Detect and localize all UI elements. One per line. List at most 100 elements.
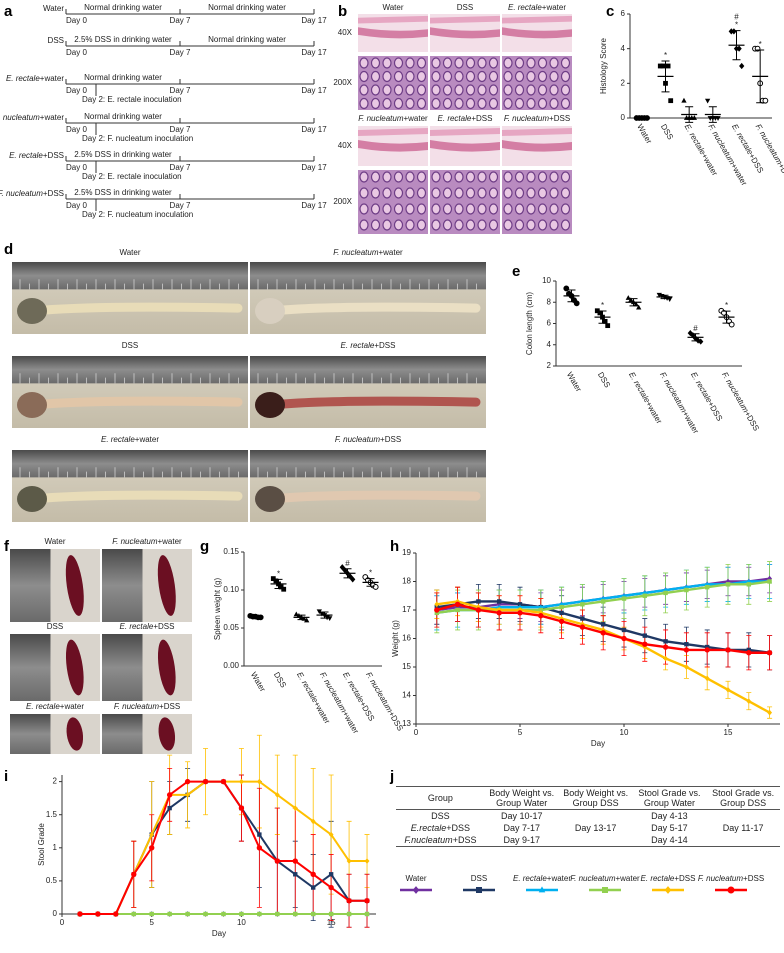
gland [526,203,536,215]
marker [257,911,262,917]
sd-bar [661,60,670,93]
table-cell: Day 10-17 [500,811,543,821]
marker [705,585,710,590]
gland [359,70,369,83]
sd-bar [251,615,260,618]
marker [203,911,208,917]
photo-ruler [102,634,143,701]
gland [393,203,404,215]
gland [416,84,427,96]
colon-tube [29,396,243,410]
gland [514,219,525,231]
histology-group: E. rectale+DSS [438,114,493,123]
sd-bar [629,298,638,307]
day-label: Day 0 [66,16,87,25]
marker [602,318,608,324]
gland [370,203,381,215]
x-tick-label: Water [565,371,583,394]
marker [667,297,673,302]
gland [454,171,464,183]
y-tick-label: 18 [402,577,411,586]
y-tick-label: 0.05 [223,623,239,632]
gland [405,57,415,69]
x-tick-label: DSS [272,671,288,690]
gland [465,171,476,183]
marker [662,644,669,650]
gland [442,203,453,215]
photo-caption: E. rectale+water [26,702,84,711]
cecum [17,485,47,512]
panel-label: h [390,538,399,555]
table-cell [706,810,780,823]
marker [767,709,773,716]
gland [454,70,464,83]
gland [382,187,392,199]
marker [149,911,154,917]
day-label: Day 17 [301,16,327,25]
marker [663,590,668,596]
y-tick-label: 8 [547,297,552,306]
table-header: Group Body Weight vs. Group Water Body Wei… [396,786,780,810]
gland [503,203,513,215]
photo-ruler [250,450,486,478]
cecum [255,297,285,324]
gland [488,187,499,199]
day-label: Day 7 [170,86,191,95]
panel-label: a [4,3,13,20]
y-tick-label: 1 [53,843,58,852]
marker [310,871,316,877]
table-cell: E.rectale+DSS [410,823,471,833]
gland [488,70,499,83]
y-tick-label: 0.10 [223,585,239,594]
marker [328,872,334,877]
gland [526,70,536,83]
marker [684,642,689,647]
x-tick-label: 0 [414,728,419,737]
gland [370,70,381,83]
marker [660,63,666,69]
gland [370,57,381,69]
marker [579,624,586,630]
gland [405,171,415,183]
y-axis-label: Weight (g) [391,620,400,657]
marker [704,98,711,104]
day-label: Day 7 [170,163,191,172]
gland [431,187,441,199]
marker [715,116,721,121]
marker [273,578,279,584]
gland [465,203,476,215]
table-cell [559,810,633,823]
gland [465,97,476,110]
photo-caption: E. rectale+DSS [341,341,396,350]
gland [549,219,559,231]
marker [256,845,263,851]
day-label: Day 0 [66,125,87,134]
magnification: 200X [333,197,352,206]
photo-ruler [250,356,486,384]
y-tick-label: 1.5 [46,810,58,819]
gland [477,171,487,183]
marker [281,586,287,592]
marker [600,627,606,633]
marker [434,607,440,613]
colon-tube [29,490,243,504]
gland [359,84,369,96]
gland [382,97,392,110]
marker [705,644,710,650]
marker [727,886,735,894]
marker [601,622,606,627]
sd-bar [598,310,607,324]
group-label: F. nucleatum+DSS [0,189,64,198]
gland [370,171,381,183]
gland [549,97,559,110]
marker [601,599,606,604]
marker [113,911,119,917]
gland [526,187,536,199]
marker [642,593,647,598]
marker [663,655,669,662]
marker [311,911,316,917]
cecum [17,391,47,418]
table-cell: Day 7-17 [503,823,540,833]
y-axis-label: Colon length (cm) [525,292,534,355]
gland [431,97,441,110]
